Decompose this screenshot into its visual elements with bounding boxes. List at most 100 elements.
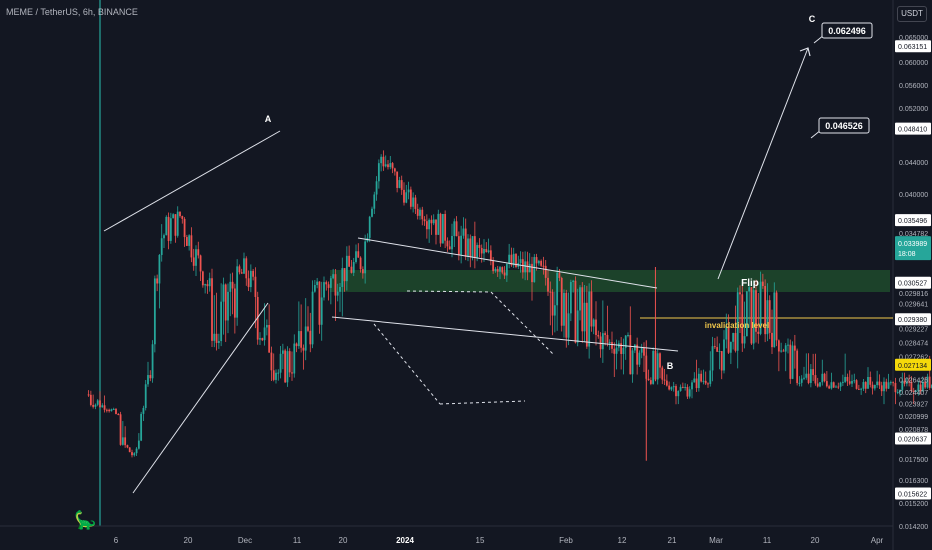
candle-body: [830, 382, 833, 389]
candle-body: [501, 267, 504, 273]
candle-body: [656, 353, 659, 380]
candle-body: [649, 380, 652, 384]
candle-body: [748, 287, 751, 292]
candle-body: [284, 350, 287, 383]
candle-body: [128, 447, 131, 453]
symbol-title: MEME / TetherUS, 6h, BINANCE: [6, 7, 138, 17]
candle-body: [524, 261, 527, 273]
candle-body: [841, 381, 844, 383]
candle-body: [574, 280, 577, 343]
candle-body: [862, 382, 865, 389]
candle-body: [192, 257, 195, 266]
candle-body: [878, 381, 881, 386]
candle-body: [489, 250, 492, 262]
candle-body: [393, 168, 396, 172]
candle-body: [592, 319, 595, 327]
candle-body: [329, 278, 332, 288]
candle-body: [768, 300, 771, 333]
candle-body: [508, 254, 511, 264]
label-b: B: [667, 361, 674, 371]
candle-body: [725, 326, 728, 340]
price-tick-label: 0.024407: [899, 390, 928, 397]
candle-body: [814, 375, 817, 384]
candle-body: [380, 156, 383, 164]
candle-body: [240, 272, 243, 274]
projection-arrow-head: [799, 47, 811, 57]
target-c-box: [821, 22, 873, 39]
candle-body: [665, 380, 668, 386]
candle-body: [199, 255, 202, 272]
candle-body: [892, 382, 895, 384]
candle-body: [643, 347, 645, 356]
candle-body: [87, 394, 90, 396]
candle-body: [361, 269, 364, 274]
candle-body: [382, 156, 385, 167]
candle-body: [729, 341, 732, 353]
candle-body: [585, 302, 588, 347]
candle-body: [352, 262, 355, 273]
candle-body: [115, 408, 117, 415]
candle-body: [707, 383, 709, 385]
candle-body: [670, 387, 673, 390]
candle-body: [428, 219, 431, 230]
candle-body: [798, 382, 801, 384]
time-tick-label: 11: [293, 536, 302, 545]
candle-body: [341, 268, 344, 287]
candle-body: [259, 338, 261, 340]
candle-body: [137, 440, 140, 449]
dashed-top-line: [406, 290, 492, 293]
candle-body: [732, 333, 735, 342]
candle-body: [503, 272, 506, 276]
price-marker-box: [895, 432, 931, 445]
candle-body: [112, 408, 115, 410]
candle-body: [588, 291, 591, 347]
candle-body: [144, 384, 147, 408]
candle-body: [819, 382, 821, 387]
candle-body: [92, 404, 95, 407]
candle-body: [894, 383, 897, 393]
candle-body: [867, 376, 869, 389]
candle-body: [903, 380, 906, 384]
candle-body: [766, 300, 769, 335]
candle-body: [608, 341, 611, 343]
candle-body: [565, 292, 568, 338]
candle-body: [917, 384, 920, 392]
candle-body: [485, 248, 488, 253]
flip-zone: [330, 270, 890, 292]
candle-body: [172, 214, 175, 219]
candle-body: [629, 335, 632, 375]
candle-body: [510, 254, 513, 266]
candle-body: [549, 291, 552, 293]
candle-body: [567, 313, 570, 338]
candle-body: [757, 331, 760, 334]
candle-body: [807, 373, 810, 383]
projection-arrow-line: [717, 47, 809, 280]
price-marker-box: [895, 313, 931, 326]
candle-body: [188, 235, 191, 246]
candle-body: [791, 345, 794, 379]
candle-body: [889, 382, 892, 384]
candle-body: [430, 219, 433, 224]
candle-body: [96, 400, 99, 405]
candle-body: [302, 347, 305, 351]
candle-body: [332, 274, 335, 279]
time-tick-label: Feb: [559, 536, 573, 545]
price-tick-label: 0.027262: [899, 354, 928, 361]
candle-body: [713, 346, 716, 348]
currency-button[interactable]: USDT: [897, 6, 927, 22]
candle-body: [624, 335, 627, 348]
candle-body: [837, 386, 840, 388]
candle-body: [185, 237, 188, 246]
candle-body: [764, 286, 767, 335]
price-tick-label: 0.044000: [899, 160, 928, 167]
candle-body: [446, 240, 449, 247]
candle-body: [121, 437, 124, 445]
candle-body: [414, 197, 417, 209]
candle-body: [167, 216, 170, 241]
candle-body: [407, 189, 410, 193]
candle-body: [425, 221, 428, 230]
candle-body: [919, 384, 922, 392]
candle-body: [741, 294, 744, 344]
candle-body: [439, 213, 442, 244]
